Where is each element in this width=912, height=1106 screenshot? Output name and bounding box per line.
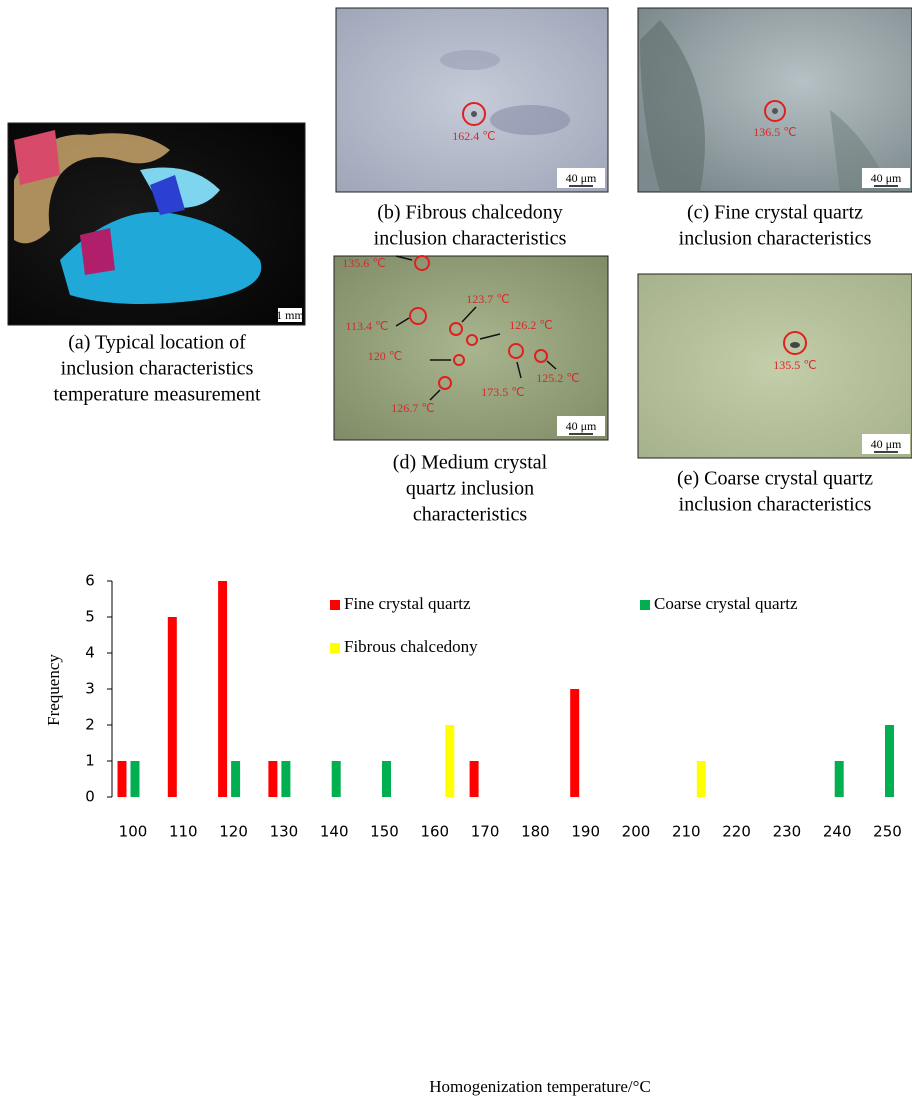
x-tick-label: 170: [471, 823, 500, 841]
caption: (d) Medium crystal: [393, 452, 548, 474]
bar: [332, 761, 341, 797]
scale-bar-label: 40 μm: [566, 171, 597, 185]
bar: [281, 761, 290, 797]
bar: [445, 725, 454, 797]
bar: [168, 617, 177, 797]
figure: (a) Typical location of inclusion charact…: [0, 0, 912, 1106]
temperature-label: 136.5 ℃: [753, 125, 796, 139]
bar: [835, 761, 844, 797]
bar: [470, 761, 479, 797]
micrograph-a: [8, 123, 305, 325]
x-tick-label: 190: [571, 823, 600, 841]
temperature-label: 126.7 ℃: [391, 401, 434, 415]
x-tick-label: 130: [270, 823, 299, 841]
caption: (a) Typical location of: [68, 332, 246, 354]
bar: [231, 761, 240, 797]
x-tick-label: 230: [773, 823, 802, 841]
scale-bar-label: 40 μm: [871, 437, 902, 451]
y-tick-label: 2: [85, 716, 95, 734]
legend-swatch: [330, 600, 340, 610]
temperature-label: 173.5 ℃: [481, 385, 524, 399]
scale-bar-label: 1 mm: [276, 308, 304, 322]
temperature-label: 162.4 ℃: [452, 129, 495, 143]
scale-bar-label: 40 μm: [566, 419, 597, 433]
temperature-label: 123.7 ℃: [466, 292, 509, 306]
temperature-label: 125.2 ℃: [536, 371, 579, 385]
y-tick-label: 3: [85, 680, 95, 698]
legend-swatch: [330, 643, 340, 653]
temperature-label: 135.5 ℃: [773, 358, 816, 372]
x-tick-label: 100: [119, 823, 148, 841]
x-tick-label: 200: [622, 823, 651, 841]
legend-label: Coarse crystal quartz: [654, 594, 798, 613]
x-tick-label: 220: [722, 823, 751, 841]
bar: [131, 761, 140, 797]
micrograph-c: [638, 8, 912, 192]
y-tick-label: 4: [85, 644, 95, 662]
legend-swatch: [640, 600, 650, 610]
bar: [382, 761, 391, 797]
x-tick-label: 160: [420, 823, 449, 841]
x-tick-label: 120: [219, 823, 248, 841]
caption: temperature measurement: [53, 384, 261, 406]
bar: [570, 689, 579, 797]
y-tick-label: 1: [85, 752, 95, 770]
x-tick-label: 110: [169, 823, 198, 841]
caption: (e) Coarse crystal quartz: [677, 468, 873, 490]
temperature-label: 113.4 ℃: [345, 319, 388, 333]
y-axis-title: Frequency: [44, 654, 63, 726]
legend-label: Fine crystal quartz: [344, 594, 471, 613]
x-tick-label: 140: [320, 823, 349, 841]
bar: [118, 761, 127, 797]
bar: [885, 725, 894, 797]
temperature-label: 126.2 ℃: [509, 318, 552, 332]
caption: characteristics: [413, 504, 528, 526]
x-axis-title: Homogenization temperature/°C: [429, 1077, 651, 1096]
x-tick-label: 210: [672, 823, 701, 841]
caption: (c) Fine crystal quartz: [687, 202, 863, 224]
caption: quartz inclusion: [406, 478, 534, 500]
bar: [268, 761, 277, 797]
y-tick-label: 6: [85, 572, 95, 590]
caption: inclusion characteristics: [679, 494, 872, 516]
y-tick-label: 5: [85, 608, 95, 626]
caption: inclusion characteristics: [374, 228, 567, 250]
caption: (b) Fibrous chalcedony: [377, 202, 563, 224]
bar: [218, 581, 227, 797]
x-tick-label: 240: [823, 823, 852, 841]
x-tick-label: 150: [370, 823, 399, 841]
scale-bar-label: 40 μm: [871, 171, 902, 185]
temperature-label: 135.6 ℃: [342, 256, 385, 270]
caption: inclusion characteristics: [61, 358, 254, 380]
micrograph-b: [336, 8, 608, 192]
temperature-label: 120 ℃: [368, 349, 402, 363]
legend-label: Fibrous chalcedony: [344, 637, 478, 656]
caption: inclusion characteristics: [679, 228, 872, 250]
x-tick-label: 250: [873, 823, 902, 841]
y-tick-label: 0: [85, 788, 95, 806]
bar: [697, 761, 706, 797]
x-tick-label: 180: [521, 823, 550, 841]
